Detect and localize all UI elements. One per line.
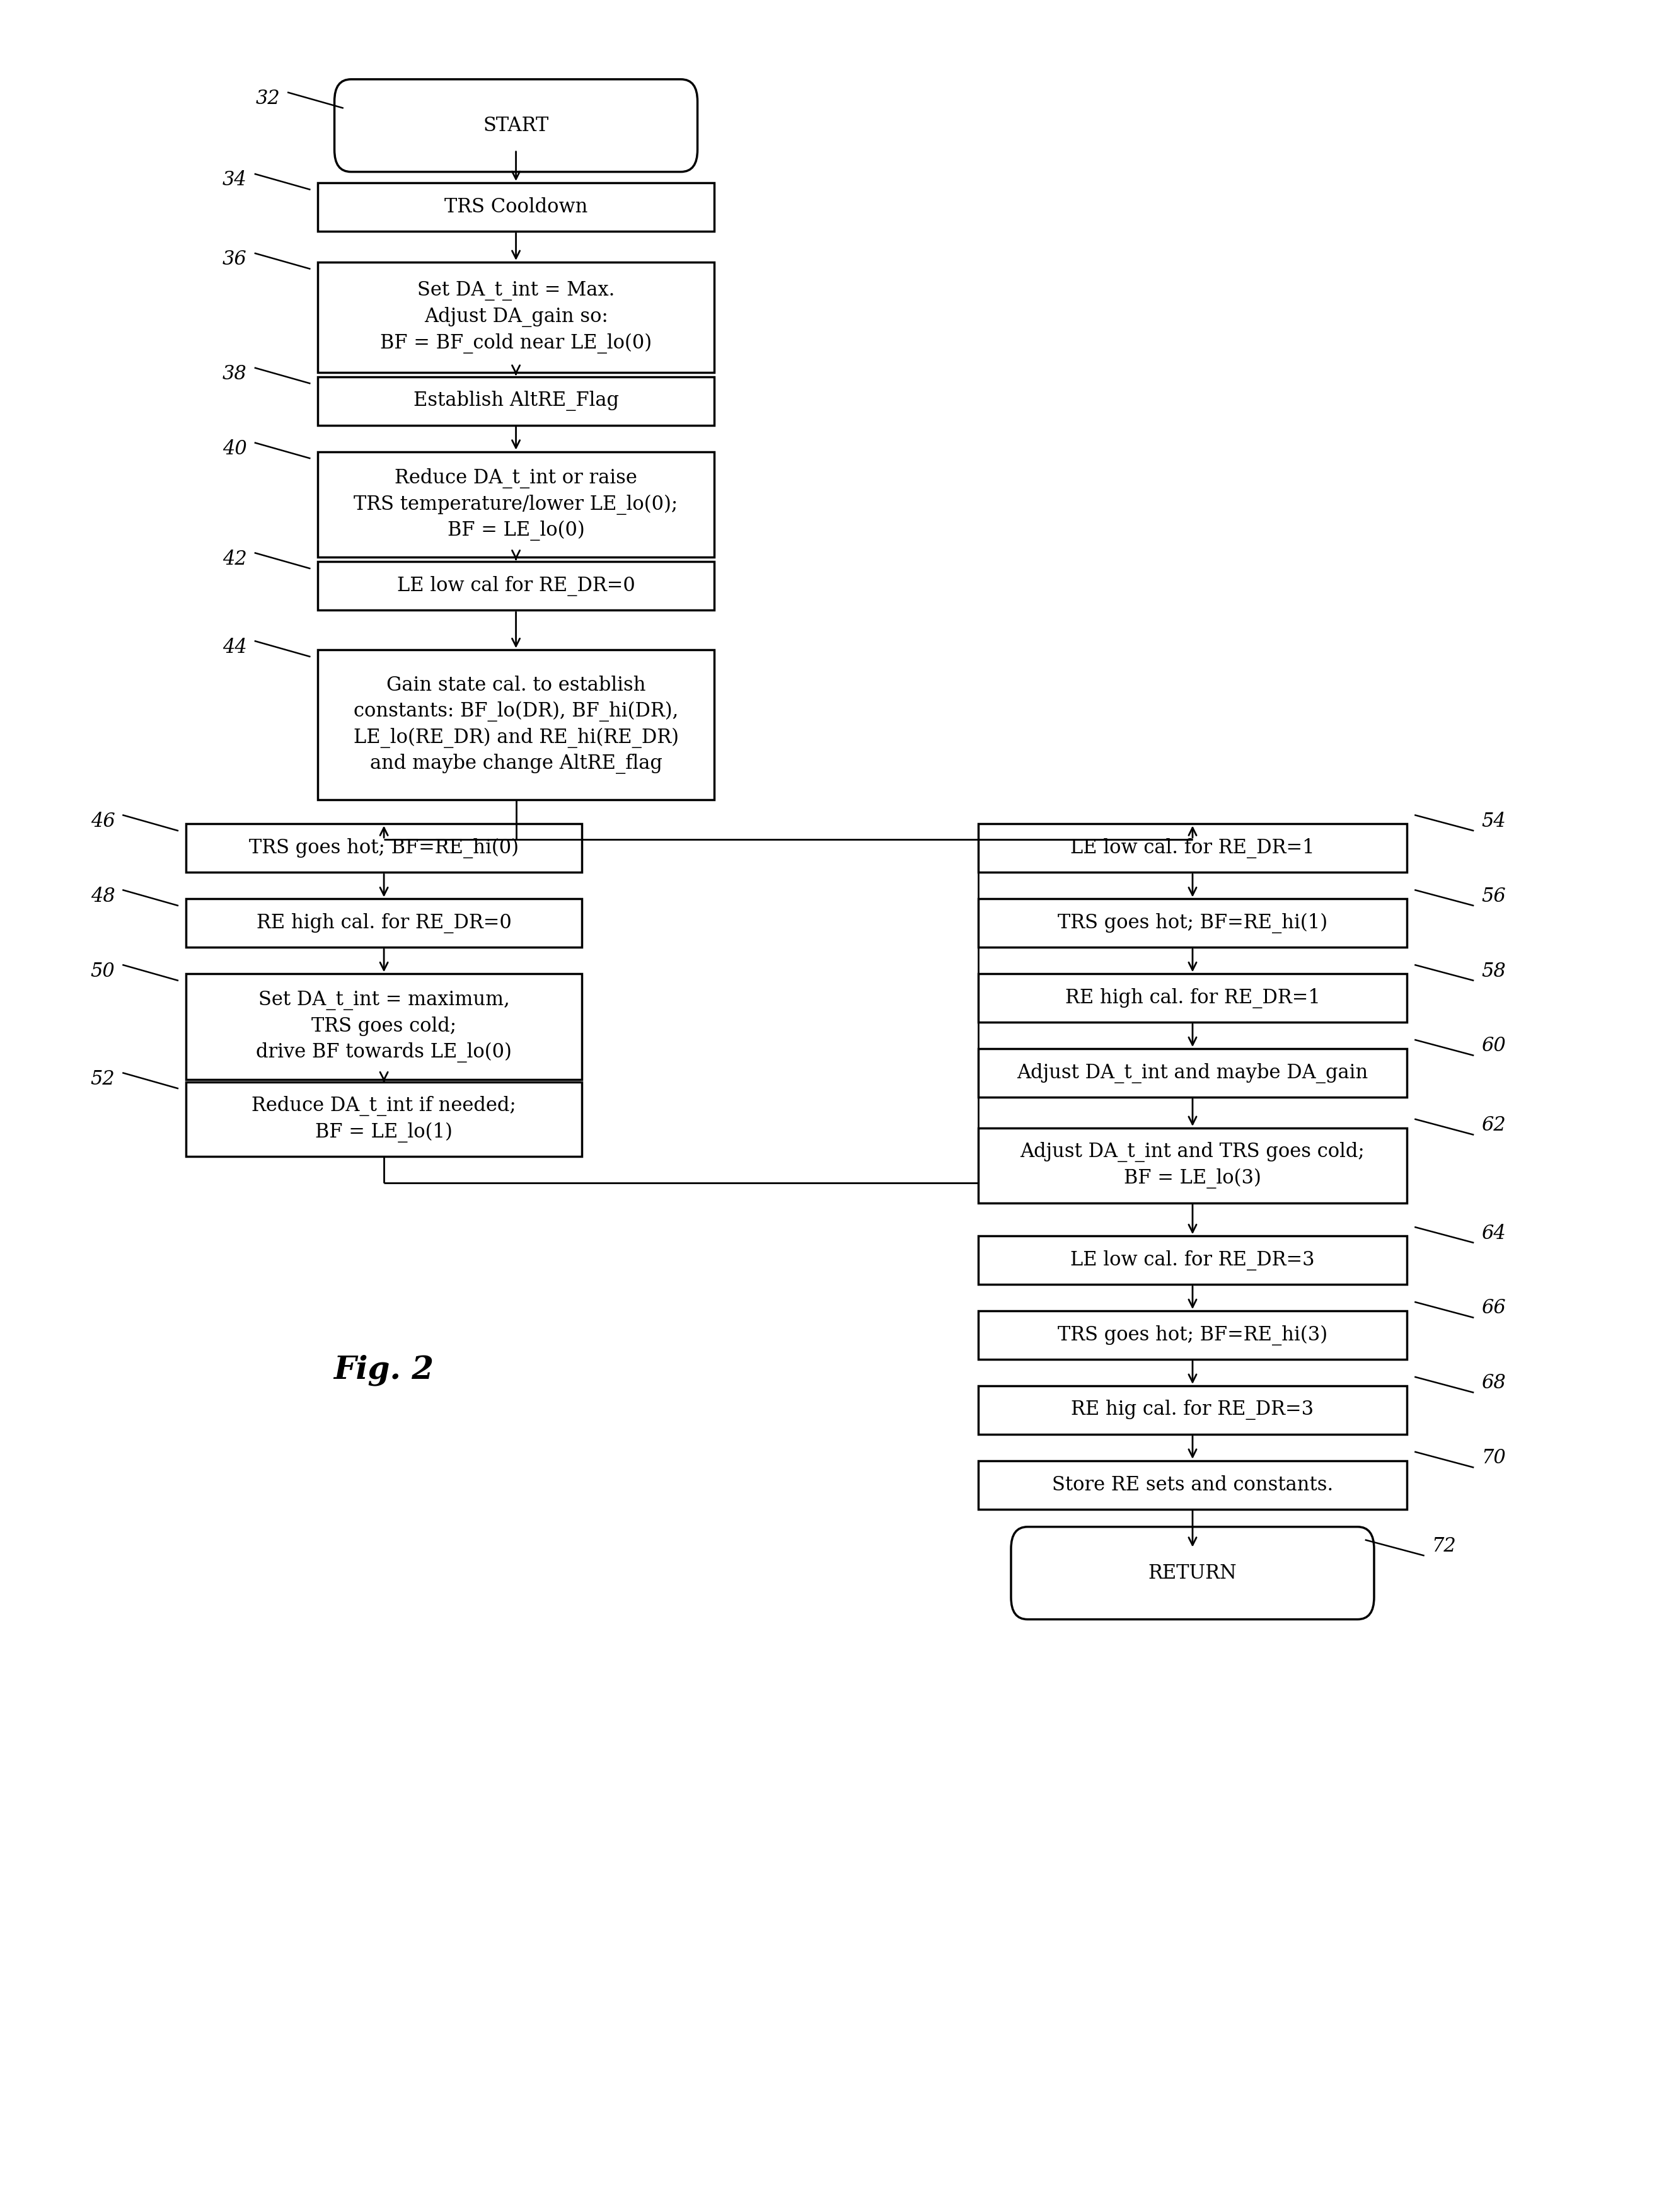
- Text: 58: 58: [1481, 962, 1506, 980]
- Bar: [979, 1385, 1407, 1433]
- Text: 64: 64: [1481, 1223, 1506, 1243]
- Bar: [186, 825, 582, 872]
- Text: RETURN: RETURN: [1148, 1564, 1238, 1584]
- Bar: [319, 263, 713, 372]
- Text: 72: 72: [1432, 1537, 1457, 1555]
- Text: RE high cal. for RE_DR=1: RE high cal. for RE_DR=1: [1065, 989, 1321, 1009]
- Text: Reduce DA_t_int or raise
TRS temperature/lower LE_lo(0);
BF = LE_lo(0): Reduce DA_t_int or raise TRS temperature…: [353, 469, 679, 542]
- Text: 60: 60: [1481, 1035, 1506, 1055]
- Text: TRS goes hot; BF=RE_hi(0): TRS goes hot; BF=RE_hi(0): [249, 838, 519, 858]
- FancyBboxPatch shape: [335, 80, 697, 173]
- Text: LE low cal. for RE_DR=3: LE low cal. for RE_DR=3: [1070, 1250, 1314, 1270]
- Text: RE high cal. for RE_DR=0: RE high cal. for RE_DR=0: [257, 914, 511, 933]
- Bar: [319, 650, 713, 801]
- Text: 38: 38: [222, 365, 247, 385]
- Text: LE low cal. for RE_DR=1: LE low cal. for RE_DR=1: [1070, 838, 1314, 858]
- Text: 46: 46: [91, 812, 114, 832]
- Bar: [979, 1237, 1407, 1285]
- Text: 52: 52: [91, 1068, 114, 1088]
- Bar: [319, 451, 713, 557]
- Text: Gain state cal. to establish
constants: BF_lo(DR), BF_hi(DR),
LE_lo(RE_DR) and R: Gain state cal. to establish constants: …: [353, 675, 679, 774]
- Text: 50: 50: [91, 962, 114, 980]
- Bar: [979, 898, 1407, 947]
- Text: Set DA_t_int = Max.
Adjust DA_gain so:
BF = BF_cold near LE_lo(0): Set DA_t_int = Max. Adjust DA_gain so: B…: [380, 281, 652, 354]
- Text: 34: 34: [222, 170, 247, 190]
- Bar: [186, 1082, 582, 1157]
- Text: 32: 32: [255, 88, 280, 108]
- Bar: [319, 184, 713, 232]
- Text: Reduce DA_t_int if needed;
BF = LE_lo(1): Reduce DA_t_int if needed; BF = LE_lo(1): [252, 1095, 516, 1144]
- Text: 54: 54: [1481, 812, 1506, 832]
- Bar: [186, 973, 582, 1079]
- Text: TRS Cooldown: TRS Cooldown: [445, 197, 587, 217]
- Text: 44: 44: [222, 637, 247, 657]
- Text: LE low cal for RE_DR=0: LE low cal for RE_DR=0: [397, 575, 635, 595]
- Text: 68: 68: [1481, 1374, 1506, 1394]
- Bar: [979, 1312, 1407, 1360]
- Text: RE hig cal. for RE_DR=3: RE hig cal. for RE_DR=3: [1072, 1400, 1314, 1420]
- Text: Fig. 2: Fig. 2: [333, 1354, 435, 1387]
- Text: 40: 40: [222, 440, 247, 458]
- Text: 66: 66: [1481, 1298, 1506, 1318]
- FancyBboxPatch shape: [1010, 1526, 1374, 1619]
- Text: TRS goes hot; BF=RE_hi(1): TRS goes hot; BF=RE_hi(1): [1058, 914, 1327, 933]
- Bar: [979, 825, 1407, 872]
- Text: START: START: [483, 115, 549, 135]
- Text: 62: 62: [1481, 1115, 1506, 1135]
- Bar: [979, 973, 1407, 1022]
- Text: 42: 42: [222, 549, 247, 568]
- Text: 36: 36: [222, 250, 247, 270]
- Bar: [979, 1048, 1407, 1097]
- Bar: [319, 376, 713, 425]
- Text: Adjust DA_t_int and maybe DA_gain: Adjust DA_t_int and maybe DA_gain: [1017, 1064, 1369, 1084]
- Bar: [979, 1460, 1407, 1509]
- Text: 70: 70: [1481, 1449, 1506, 1469]
- Text: Adjust DA_t_int and TRS goes cold;
BF = LE_lo(3): Adjust DA_t_int and TRS goes cold; BF = …: [1020, 1141, 1365, 1188]
- Bar: [319, 562, 713, 611]
- Text: TRS goes hot; BF=RE_hi(3): TRS goes hot; BF=RE_hi(3): [1058, 1325, 1327, 1345]
- Text: Store RE sets and constants.: Store RE sets and constants.: [1052, 1475, 1334, 1495]
- Bar: [979, 1128, 1407, 1203]
- Text: 56: 56: [1481, 887, 1506, 907]
- Text: Establish AltRE_Flag: Establish AltRE_Flag: [413, 392, 619, 411]
- Bar: [186, 898, 582, 947]
- Text: Set DA_t_int = maximum,
TRS goes cold;
drive BF towards LE_lo(0): Set DA_t_int = maximum, TRS goes cold; d…: [255, 991, 513, 1062]
- Text: 48: 48: [91, 887, 114, 907]
